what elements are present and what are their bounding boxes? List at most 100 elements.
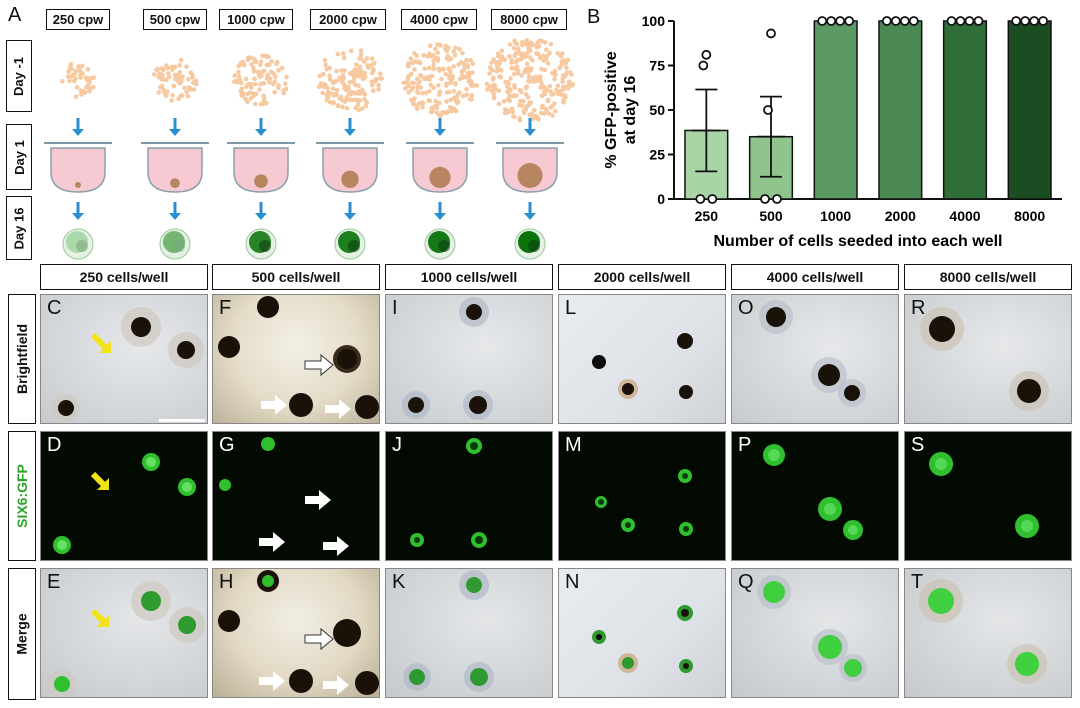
well-icon: [496, 142, 564, 193]
column-header-250: 250 cells/well: [40, 264, 208, 290]
yellow-arrow-icon: [90, 332, 111, 353]
organoid-icon: [245, 228, 277, 260]
scale-bar: [159, 419, 205, 422]
panel-letter-n: N: [565, 571, 580, 593]
down-arrow-icon: [169, 118, 181, 136]
panel-letter-t: T: [911, 571, 924, 593]
micrograph-gfp-8000: S: [904, 431, 1072, 561]
cell-cluster-4: [401, 42, 480, 118]
micrograph-brightfield-2000: L: [558, 294, 726, 424]
data-point: [695, 194, 706, 204]
organoid-icon: [159, 228, 191, 260]
cell-cluster-1: [151, 57, 199, 103]
down-arrow-icon: [524, 202, 536, 220]
data-point: [844, 16, 855, 26]
down-arrow-icon: [72, 118, 84, 136]
x-axis-title: Number of cells seeded into each well: [714, 233, 1003, 250]
cpw-label-1000: 1000 cpw: [219, 9, 293, 30]
micrograph-merge-8000: T: [904, 568, 1072, 698]
panel-letter-e: E: [47, 571, 61, 593]
data-point: [899, 16, 910, 26]
panel-letter-k: K: [392, 571, 406, 593]
white-arrow-icon: [259, 532, 285, 552]
data-point: [760, 194, 770, 204]
data-point: [890, 16, 901, 26]
organoid-icon: [62, 228, 94, 260]
data-point: [955, 16, 966, 26]
chart-labels: 0 25 50 75 100 250 500 1000 2000 4000 8000 Number o…: [603, 13, 1045, 250]
bar-4000: [942, 20, 988, 200]
down-arrow-icon: [434, 118, 446, 136]
x-tick-label-8000: 8000: [1014, 208, 1045, 224]
cell-cluster-0: [59, 62, 97, 99]
white-arrow-icon: [323, 675, 349, 695]
data-point: [973, 16, 984, 26]
micrograph-merge-4000: Q: [731, 568, 899, 698]
y-tick-label: 100: [642, 13, 666, 29]
chart-error-bars: [692, 88, 785, 178]
chart-axes: [668, 20, 1062, 200]
well-icon: [44, 142, 112, 193]
micrograph-brightfield-500: F: [212, 294, 380, 424]
cell-cluster-5: [484, 37, 576, 123]
data-point: [1020, 16, 1031, 26]
yellow-arrow-icon: [90, 471, 109, 490]
organoid-icon: [424, 228, 456, 260]
day-label-1: Day 1: [6, 124, 32, 190]
well-icon: [316, 142, 384, 193]
panel-letter-r: R: [911, 297, 926, 319]
data-point: [701, 49, 712, 60]
white-arrow-icon: [259, 671, 285, 691]
panel-letter-l: L: [565, 297, 577, 319]
data-point: [908, 16, 919, 26]
micrograph-gfp-250: D: [40, 431, 208, 561]
data-point: [772, 194, 782, 204]
data-point: [835, 16, 846, 26]
micrograph-gfp-1000: J: [385, 431, 553, 561]
error-bar-250: [692, 88, 721, 173]
micrograph-brightfield-1000: I: [385, 294, 553, 424]
white-arrow-icon: [305, 490, 331, 510]
micrograph-gfp-4000: P: [731, 431, 899, 561]
day-label-16: Day 16: [6, 196, 32, 260]
column-header-2000: 2000 cells/well: [558, 264, 726, 290]
panel-letter-m: M: [565, 434, 582, 456]
down-arrow-icon: [434, 202, 446, 220]
down-arrow-icon: [255, 202, 267, 220]
cpw-label-500: 500 cpw: [143, 9, 207, 30]
data-point: [1029, 16, 1040, 26]
cpw-label-4000: 4000 cpw: [401, 9, 477, 30]
column-header-4000: 4000 cells/well: [731, 264, 899, 290]
chart-bars: [684, 20, 1052, 200]
panel-letter-c: C: [47, 297, 62, 319]
well-icon: [406, 142, 474, 193]
cpw-label-2000: 2000 cpw: [310, 9, 386, 30]
panel-letter-d: D: [47, 434, 62, 456]
down-arrow-icon: [344, 118, 356, 136]
x-tick-label-500: 500: [759, 208, 783, 224]
micrograph-merge-2000: N: [558, 568, 726, 698]
x-tick-label-2000: 2000: [885, 208, 916, 224]
seeding-schematic: [44, 37, 576, 260]
micrograph-gfp-2000: M: [558, 431, 726, 561]
bar-8000: [1007, 20, 1052, 200]
cell-cluster-3: [316, 48, 385, 113]
data-point: [826, 16, 837, 26]
down-arrow-icon: [344, 202, 356, 220]
bar-2000: [878, 20, 923, 200]
row-header-brightfield: Brightfield: [8, 294, 36, 424]
chart-points: [695, 16, 1049, 204]
cell-cluster-2: [232, 53, 289, 107]
data-point: [698, 60, 709, 71]
yellow-arrow-icon: [90, 608, 109, 627]
y-tick-label: 0: [657, 191, 665, 207]
white-arrow-icon: [325, 399, 351, 419]
white-outline-arrow-icon: [304, 353, 334, 377]
data-point: [763, 105, 773, 115]
micrograph-brightfield-4000: O: [731, 294, 899, 424]
x-tick-label-250: 250: [695, 208, 719, 224]
data-point: [766, 28, 776, 39]
data-point: [707, 194, 718, 204]
well-icon: [141, 142, 209, 193]
well-icon: [227, 142, 295, 193]
